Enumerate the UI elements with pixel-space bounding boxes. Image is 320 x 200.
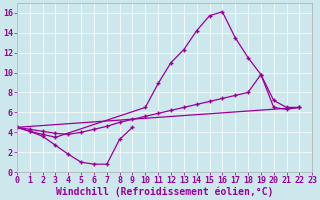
X-axis label: Windchill (Refroidissement éolien,°C): Windchill (Refroidissement éolien,°C) [56, 187, 273, 197]
